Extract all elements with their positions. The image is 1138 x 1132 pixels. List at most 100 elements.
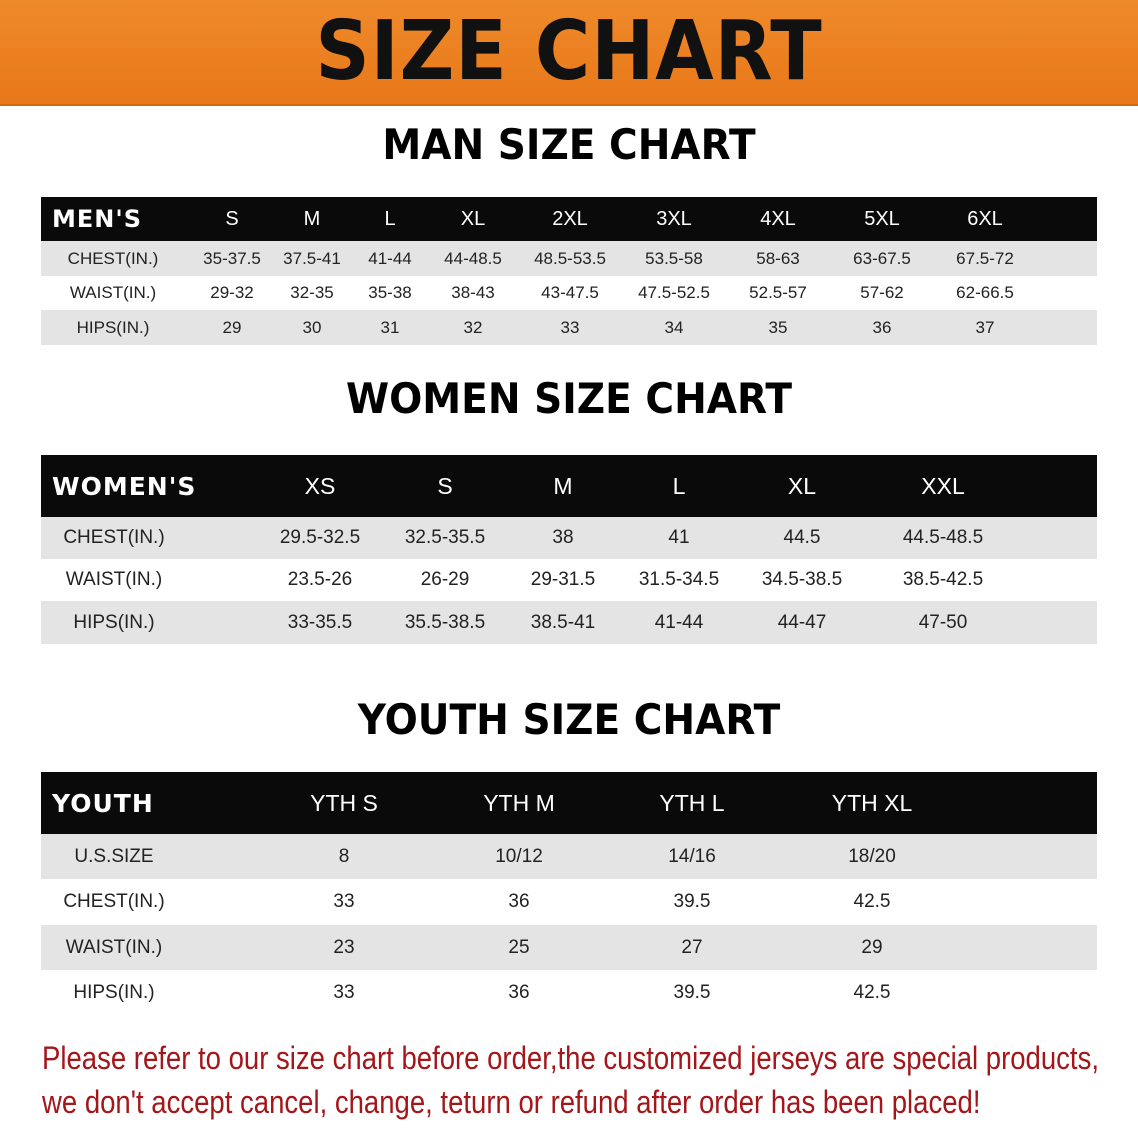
men-cell-value: 52.5-57 [749, 283, 807, 302]
youth-size-header: YTH S [310, 789, 378, 816]
men-cell-value: 32 [463, 317, 483, 337]
women-header-row: WOMEN'S XS S M L XL XXL [41, 455, 1097, 517]
men-cell-value: 35 [768, 317, 788, 337]
men-cell-value: 36 [872, 317, 892, 337]
men-size-table: MEN'S S M L XL 2XL 3XL 4XL 5XL 6XL CHEST(IN.) 35-37… [41, 197, 1097, 345]
men-cell-value: 58-63 [756, 248, 800, 268]
youth-cell-value: 27 [681, 936, 703, 958]
men-cell-value: 29-32 [210, 283, 254, 302]
men-cell-value: 57-62 [860, 283, 904, 302]
women-cell-value: 29.5-32.5 [279, 527, 361, 548]
men-cell-value: 37 [975, 317, 995, 337]
youth-cell-value: 18/20 [848, 845, 896, 867]
men-cell-value: 62-66.5 [956, 283, 1014, 302]
men-row-label: CHEST(IN.) [67, 248, 159, 268]
youth-row-label: CHEST(IN.) [63, 891, 165, 912]
women-cell-value: 38 [552, 527, 574, 548]
youth-size-header: YTH L [659, 789, 725, 816]
men-cell-value: 34 [664, 317, 684, 337]
women-cell-value: 44.5-48.5 [902, 527, 984, 548]
men-size-header: M [303, 207, 321, 230]
women-row-label: WAIST(IN.) [65, 569, 163, 590]
youth-cell-value: 8 [338, 845, 350, 867]
men-size-header: 2XL [552, 207, 588, 230]
men-cell-value: 32-35 [290, 283, 334, 302]
women-cell-value: 41 [668, 527, 690, 548]
women-size-header: XL [787, 472, 817, 499]
men-cell-value: 67.5-72 [956, 248, 1014, 268]
men-cell-value: 33 [560, 317, 580, 337]
women-cell-value: 23.5-26 [287, 569, 353, 590]
youth-cell-value: 42.5 [853, 891, 891, 912]
women-cell-value: 29-31.5 [530, 569, 596, 590]
men-cell-value: 47.5-52.5 [638, 283, 710, 302]
youth-cell-value: 33 [333, 891, 355, 912]
men-row-label: HIPS(IN.) [76, 317, 150, 337]
women-section-title: WOMEN SIZE CHART [346, 374, 792, 423]
youth-row-label: U.S.SIZE [74, 845, 154, 867]
women-size-header: XS [304, 472, 336, 499]
men-row-label: WAIST(IN.) [69, 283, 157, 302]
men-cell-value: 30 [302, 317, 322, 337]
youth-size-header: YTH XL [831, 789, 913, 816]
women-cell-value: 31.5-34.5 [638, 569, 720, 590]
youth-cell-value: 10/12 [495, 845, 543, 867]
youth-cell-value: 39.5 [673, 891, 711, 912]
men-section-title: MAN SIZE CHART [382, 120, 756, 169]
women-cell-value: 35.5-38.5 [404, 611, 486, 633]
men-table-row: WAIST(IN.) 29-32 32-35 35-38 38-43 43-47.5 47.… [41, 276, 1097, 310]
men-table-row: CHEST(IN.) 35-37.5 37.5-41 41-44 44-48.5 48.5… [41, 241, 1097, 276]
notice-line-2: we don't accept cancel, change, teturn o… [42, 1084, 981, 1120]
youth-cell-value: 39.5 [673, 982, 711, 1003]
youth-size-table: YOUTH YTH S YTH M YTH L YTH XL U.S.SIZE 8 10/12… [41, 772, 1097, 1016]
women-size-header: S [437, 472, 453, 499]
men-cell-value: 63-67.5 [853, 248, 911, 268]
youth-table-row: WAIST(IN.) 23 25 27 29 [41, 925, 1097, 970]
women-cell-value: 34.5-38.5 [761, 569, 843, 590]
women-size-header: L [672, 472, 686, 499]
youth-cell-value: 23 [333, 936, 355, 958]
women-corner-label: WOMEN'S [52, 471, 197, 501]
men-size-header: 4XL [760, 207, 796, 230]
women-cell-value: 26-29 [420, 569, 470, 590]
men-cell-value: 43-47.5 [541, 283, 599, 302]
women-row-label: HIPS(IN.) [73, 611, 155, 633]
women-size-header: M [553, 472, 573, 499]
women-cell-value: 32.5-35.5 [404, 527, 486, 548]
men-table-row: HIPS(IN.) 29 30 31 32 33 34 35 36 37 [41, 310, 1097, 345]
women-cell-value: 44.5 [783, 527, 821, 548]
women-cell-value: 38.5-41 [530, 611, 596, 633]
women-cell-value: 47-50 [918, 611, 968, 633]
banner-title: SIZE CHART [315, 4, 823, 99]
men-cell-value: 38-43 [451, 283, 495, 302]
men-header-row: MEN'S S M L XL 2XL 3XL 4XL 5XL 6XL [41, 197, 1097, 241]
men-cell-value: 48.5-53.5 [534, 248, 606, 268]
men-cell-value: 37.5-41 [283, 248, 341, 268]
men-cell-value: 35-37.5 [203, 248, 261, 268]
youth-table-row: U.S.SIZE 8 10/12 14/16 18/20 [41, 834, 1097, 879]
women-table-row: CHEST(IN.) 29.5-32.5 32.5-35.5 38 41 44.5 44.5… [41, 517, 1097, 559]
youth-table-row: CHEST(IN.) 33 36 39.5 42.5 [41, 879, 1097, 925]
youth-cell-value: 14/16 [668, 845, 716, 867]
men-size-header: L [384, 207, 396, 230]
men-size-header: 3XL [656, 207, 692, 230]
men-cell-value: 53.5-58 [645, 248, 703, 268]
women-size-header: XXL [921, 472, 965, 499]
youth-table-row: HIPS(IN.) 33 36 39.5 42.5 [41, 970, 1097, 1016]
men-corner-label: MEN'S [52, 205, 142, 233]
banner: SIZE CHART [0, 0, 1138, 106]
youth-cell-value: 33 [333, 982, 355, 1003]
men-size-header: S [225, 207, 239, 230]
youth-cell-value: 29 [861, 936, 883, 958]
men-cell-value: 35-38 [368, 283, 412, 302]
youth-row-label: HIPS(IN.) [73, 982, 155, 1003]
women-row-label: CHEST(IN.) [63, 527, 165, 548]
notice-line-1: Please refer to our size chart before or… [42, 1040, 1099, 1076]
men-cell-value: 29 [222, 317, 242, 337]
men-cell-value: 44-48.5 [444, 248, 502, 268]
youth-section-title: YOUTH SIZE CHART [357, 695, 781, 744]
men-size-header: XL [460, 207, 486, 230]
youth-cell-value: 36 [508, 982, 530, 1003]
men-cell-value: 41-44 [368, 248, 412, 268]
youth-cell-value: 25 [508, 936, 530, 958]
